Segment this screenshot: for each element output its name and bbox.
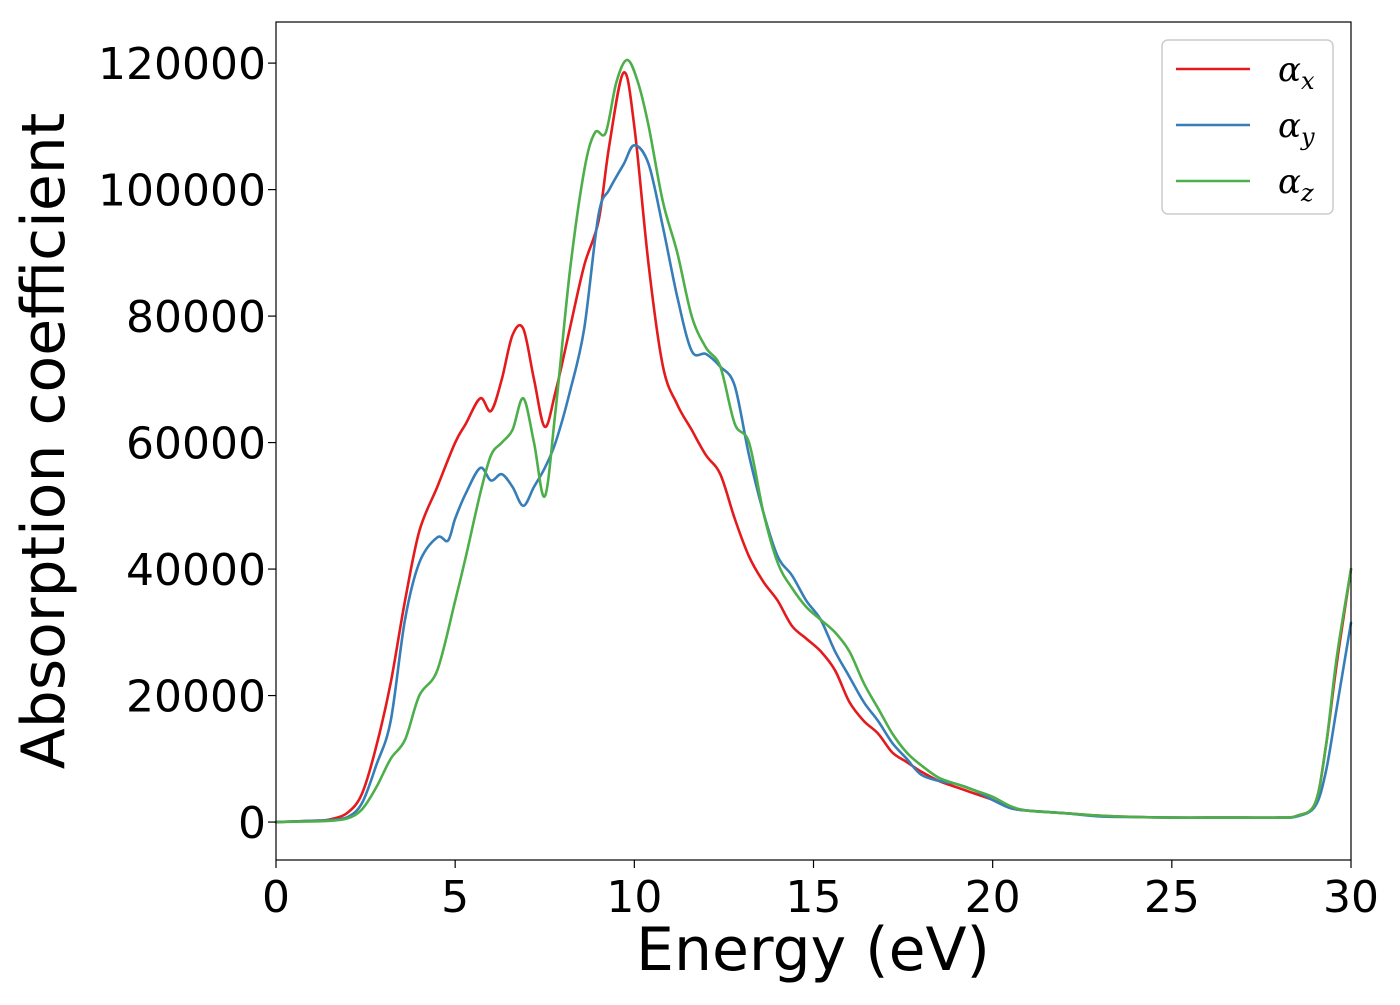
legend-label-x: αx (1278, 50, 1315, 95)
x-tick-label: 0 (262, 872, 290, 923)
series-line-z (274, 58, 1353, 824)
x-tick-label: 30 (1323, 872, 1379, 923)
legend-box (1161, 39, 1334, 215)
series-layer (274, 58, 1353, 824)
y-tick-label: 60000 (126, 419, 266, 470)
x-tick-label: 25 (1144, 872, 1200, 923)
x-axis-title: Energy (eV) (636, 915, 990, 985)
y-axis-title: Absorption coefficient (9, 113, 79, 770)
y-tick-label: 100000 (98, 166, 266, 217)
y-tick-label: 80000 (126, 292, 266, 343)
y-tick-label: 40000 (126, 545, 266, 596)
x-tick-label: 5 (441, 872, 469, 923)
y-tick-label: 120000 (98, 39, 266, 90)
y-tick-label: 20000 (126, 672, 266, 723)
legend: αx αy αz (1161, 39, 1334, 215)
legend-label-y: αy (1278, 106, 1315, 151)
x-tick-label: 10 (606, 872, 662, 923)
x-ticks: 0 5 10 15 20 25 30 (262, 860, 1379, 923)
y-tick-label: 0 (238, 798, 266, 849)
x-tick-label: 20 (965, 872, 1021, 923)
y-ticks: 0 20000 40000 60000 80000 100000 120000 (98, 39, 276, 849)
legend-label-z: αz (1278, 162, 1314, 207)
legend-items: αx αy αz (1176, 50, 1315, 207)
x-tick-label: 15 (786, 872, 842, 923)
